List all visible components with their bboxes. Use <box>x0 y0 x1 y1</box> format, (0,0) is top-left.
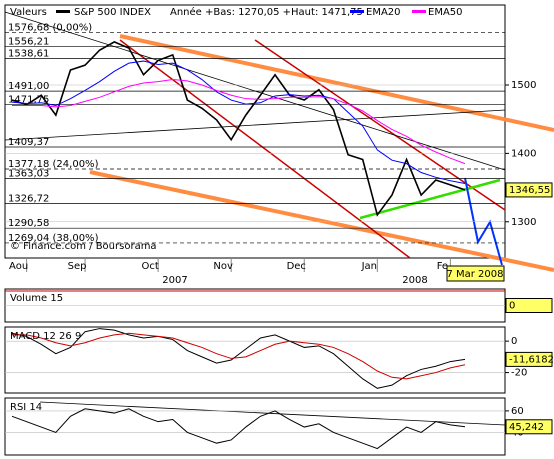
date-box <box>446 265 505 282</box>
last-value: 45,242 <box>509 422 544 433</box>
series-line <box>11 41 466 217</box>
last-value: 0 <box>509 301 515 312</box>
panel-title: Valeurs <box>10 7 47 18</box>
date-label: 7 Mar 2008 <box>446 269 503 280</box>
level-label: 1290,58 <box>8 218 49 229</box>
legend-swatch <box>412 10 426 13</box>
level-label: 1576,68 (0,00%) <box>8 23 92 34</box>
rsi-trend <box>39 401 506 426</box>
level-label: 1363,03 <box>8 169 49 180</box>
last-value-box <box>505 351 553 367</box>
y-tick-label: 1400 <box>511 148 536 159</box>
main-panel <box>4 4 506 259</box>
panel-title: Volume 15 <box>10 293 63 304</box>
last-value-box <box>505 298 553 313</box>
y-tick-label: 60 <box>511 406 524 417</box>
black-line <box>4 109 506 141</box>
source: © Finance.com / Boursorama <box>10 241 157 252</box>
x-tick-label: Sep <box>68 261 87 272</box>
x-tick-label: Fe <box>437 261 448 272</box>
level-label: 1538,61 <box>8 49 49 60</box>
panel-title: MACD 12 26 9 <box>10 331 81 342</box>
y-tick-label: 0 <box>511 336 517 347</box>
x-tick-label: Dec <box>287 261 306 272</box>
y-tick-label: -20 <box>511 368 527 379</box>
level-label: 1556,21 <box>8 37 49 48</box>
level-label: 1409,37 <box>8 137 49 148</box>
channel-upper <box>119 34 554 132</box>
x-tick-label: Aou <box>9 261 28 272</box>
x-tick-label: Jan <box>361 261 377 272</box>
panel-title: RSI 14 <box>10 402 42 413</box>
channel-lower <box>89 170 554 272</box>
last-value: 1346,55 <box>509 185 550 196</box>
level-label: 1326,72 <box>8 193 49 204</box>
macd-panel <box>4 326 506 394</box>
x-tick-label: Oct <box>141 261 158 272</box>
rsi-panel <box>4 397 506 456</box>
year-label: 2008 <box>402 275 427 286</box>
projection <box>464 177 503 266</box>
legend-label: S&P 500 INDEX <box>74 7 151 18</box>
level-label: 1377,18 (24,00%) <box>8 159 99 170</box>
series-line <box>11 408 466 450</box>
last-value-box <box>505 419 553 435</box>
year-label: 2007 <box>162 275 187 286</box>
subtitle: Année +Bas: 1270,05 +Haut: 1471,75 <box>170 6 363 18</box>
y-tick-label: 1500 <box>511 80 536 91</box>
red-line <box>254 39 506 211</box>
x-tick-label: Nov <box>213 261 233 272</box>
legend-swatch <box>56 10 70 13</box>
series-line <box>11 60 466 184</box>
level-label: 1491,00 <box>8 81 49 92</box>
series-line <box>11 328 466 389</box>
level-label: 1269,04 (38,00%) <box>8 233 99 244</box>
legend-label: EMA20 <box>366 7 401 18</box>
series-line <box>12 332 466 380</box>
y-tick-label: 1300 <box>511 217 536 228</box>
last-value: -11,6182 <box>509 354 554 365</box>
support-line <box>359 178 501 220</box>
legend-swatch <box>350 10 364 13</box>
level-label: 1471,75 <box>8 94 49 105</box>
last-value-box <box>505 182 553 198</box>
legend-label: EMA50 <box>428 7 463 18</box>
series-line <box>12 79 466 165</box>
